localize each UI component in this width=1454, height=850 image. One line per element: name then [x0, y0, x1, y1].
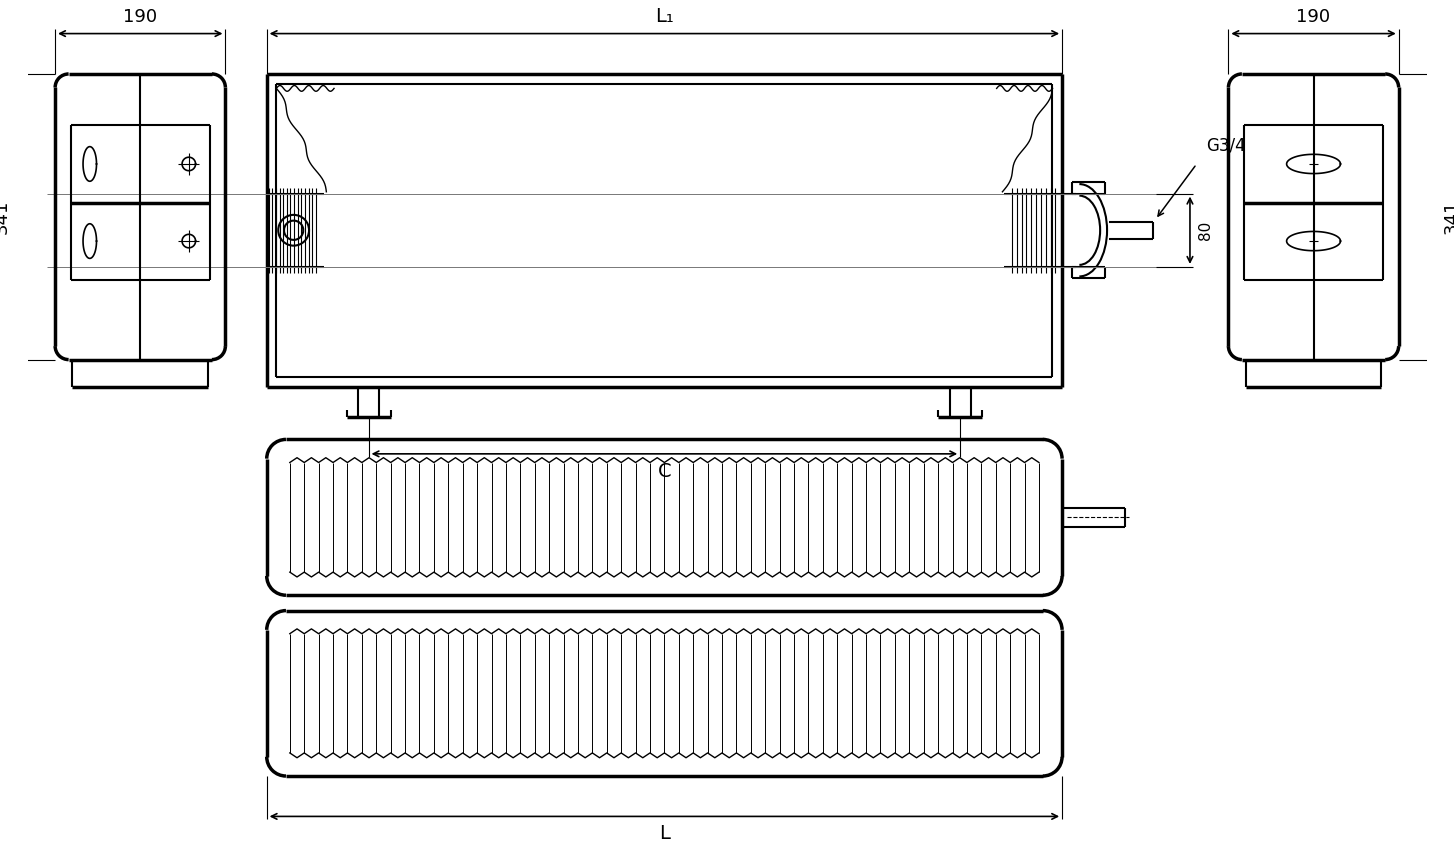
Text: L: L — [659, 824, 670, 843]
Text: 190: 190 — [124, 8, 157, 25]
Text: 190: 190 — [1297, 8, 1330, 25]
Text: 341: 341 — [1442, 200, 1454, 234]
Text: L₁: L₁ — [654, 7, 673, 26]
Text: 341: 341 — [0, 200, 12, 234]
Text: 80: 80 — [1198, 221, 1213, 240]
Text: C: C — [657, 462, 672, 480]
Text: G3/4: G3/4 — [1207, 136, 1246, 155]
